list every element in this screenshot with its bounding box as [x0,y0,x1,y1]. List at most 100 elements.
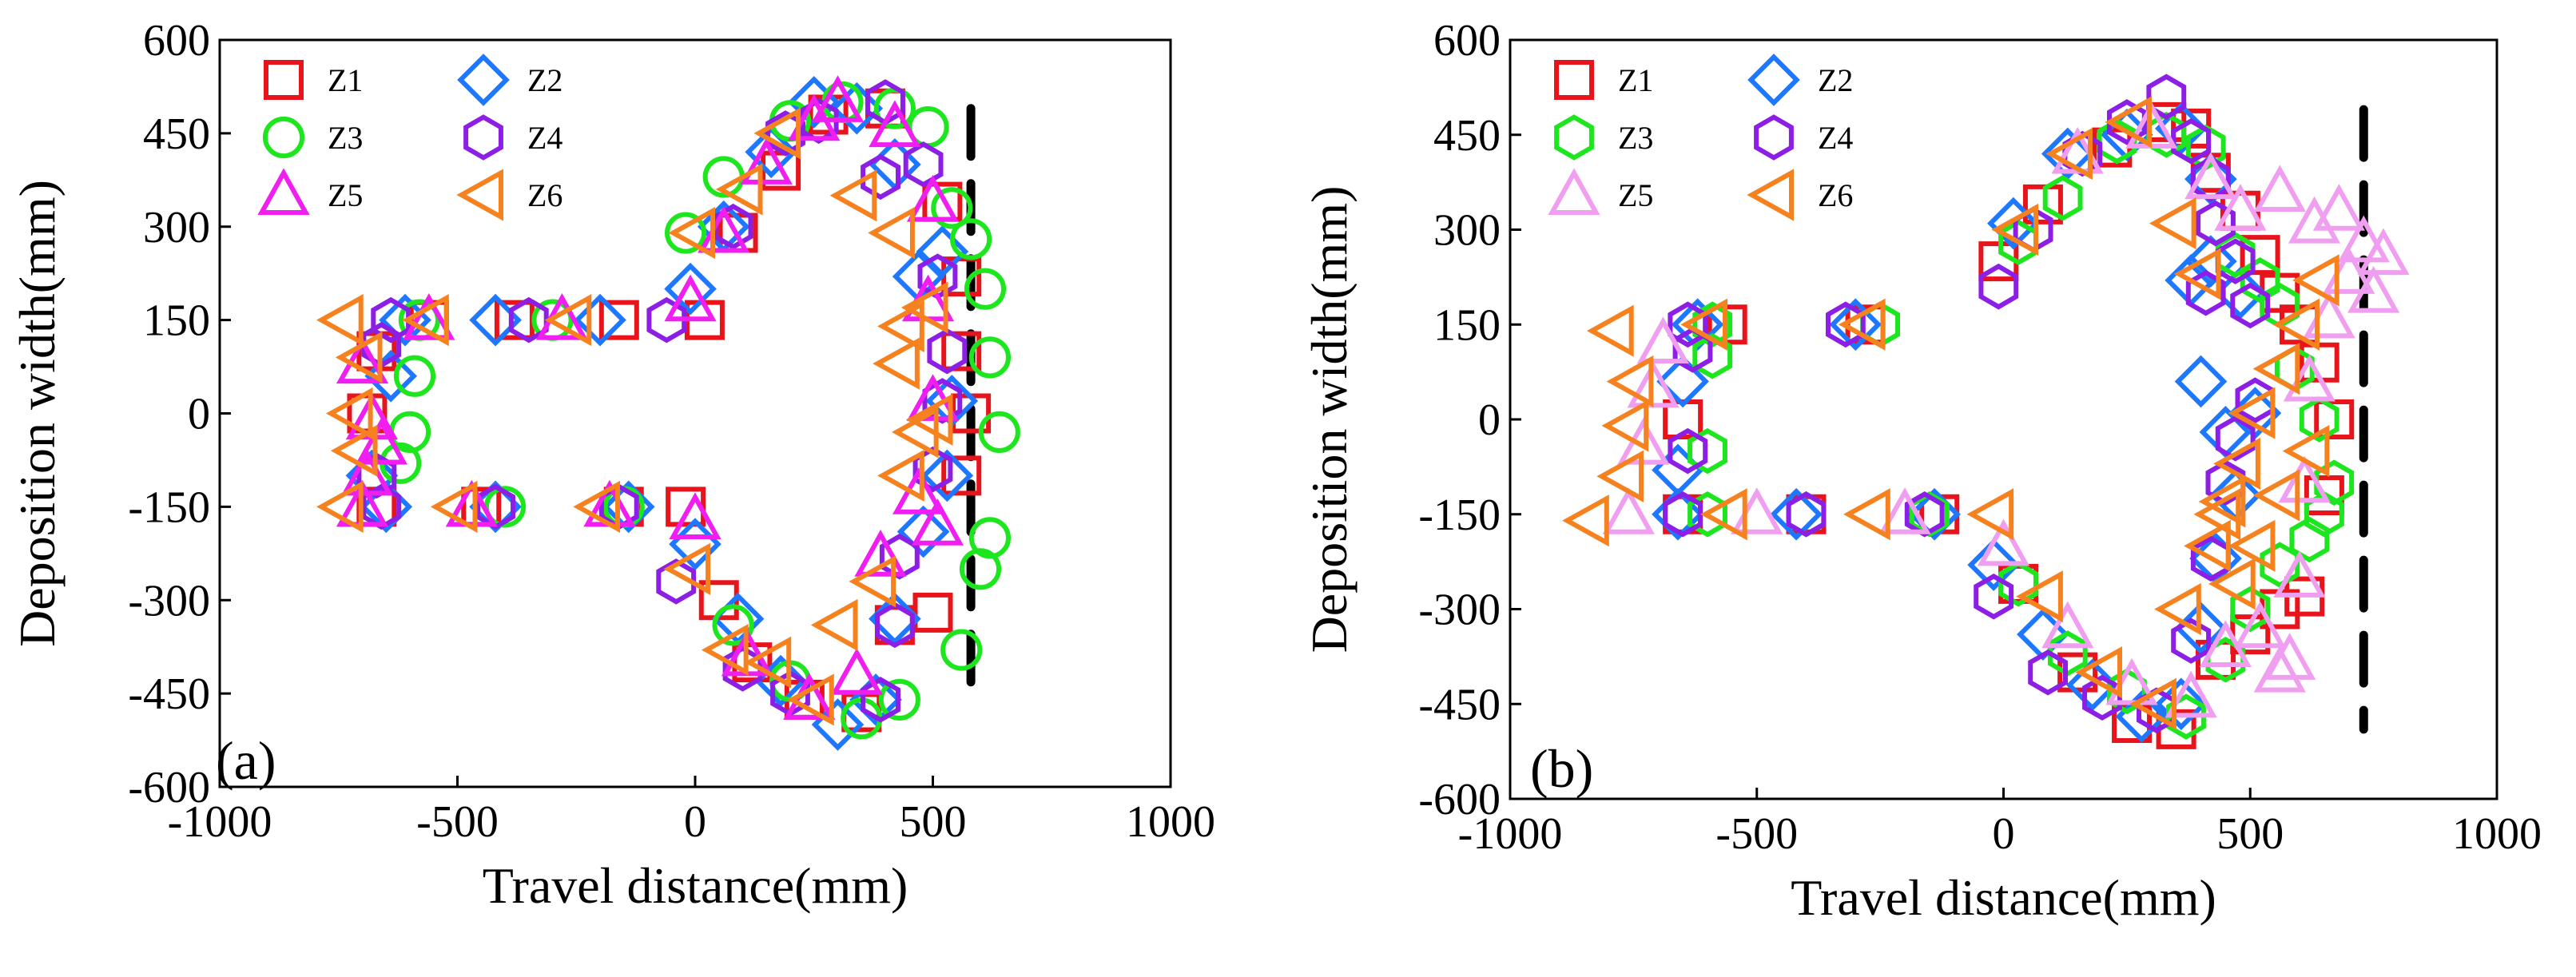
data-point [1596,450,1644,502]
data-point [1688,427,1727,475]
data-point [810,598,858,652]
data-point [1908,487,1961,541]
data-point [2230,586,2271,633]
series-z2 [345,76,979,751]
data-point [798,97,839,145]
data-point [2299,342,2339,383]
legend-label: Z2 [1818,62,1853,98]
data-point [1829,298,1882,351]
data-point [968,336,1012,379]
data-point [2264,633,2316,680]
data-point [2304,491,2344,538]
y-ticks: -600 -450 -300 -150 0 150 300 450 600 [1418,16,1521,824]
data-point [1671,298,1724,351]
data-point [927,328,968,375]
data-point [2185,269,2226,316]
data-point [2213,437,2260,490]
data-point [2173,248,2221,300]
legend-item-z6: Z6 [456,169,563,221]
y-tick-label: -150 [128,483,210,532]
legend-item-z4: Z4 [1754,114,1853,161]
data-point [959,548,1002,590]
series-z6 [1562,96,2339,730]
data-point [403,292,455,340]
data-point [2198,475,2246,528]
legend-item-z5: Z5 [257,168,363,215]
panel-label: (b) [1530,738,1593,799]
legend-marker [1554,114,1594,161]
legend-item-z3: Z3 [1554,114,1653,161]
data-point [861,153,900,201]
data-point [668,206,715,260]
data-point [340,448,394,496]
data-point [2166,693,2206,740]
data-point [2278,455,2331,503]
y-tick-label: 0 [1478,395,1501,445]
data-point [912,592,953,633]
data-point [1587,304,1634,357]
data-point [753,107,801,160]
data-point [2252,343,2300,395]
series-z6 [316,107,953,726]
data-point [701,623,749,677]
data-point [2252,469,2300,522]
data-point [2146,73,2187,121]
data-point [2174,355,2228,408]
data-point [2028,649,2068,696]
data-point [911,498,964,546]
y-tick-label: -300 [1418,586,1501,635]
legend-label: Z6 [527,177,563,213]
y-tick-label: -600 [128,763,210,812]
y-tick-label: -150 [1418,490,1501,540]
data-point [2253,645,2306,693]
legend-label: Z4 [1818,120,1853,156]
legend-item-z4: Z4 [463,114,563,161]
data-point [1770,487,1823,541]
data-point [905,393,953,446]
data-point [1978,263,2019,310]
legend-marker [1747,54,1800,106]
data-point [2282,424,2330,478]
x-tick-label: -500 [416,797,499,847]
panel-label: (a) [216,730,276,791]
legend-marker [262,116,305,159]
legend-marker [1554,60,1594,100]
data-point [740,137,793,185]
legend: Z1 Z2 Z3 Z4 Z5 Z6 [1548,54,1853,221]
data-point [868,206,915,260]
data-point [906,174,960,222]
y-tick-label: 450 [143,109,210,159]
legend-label: Z2 [527,62,563,98]
data-point [1838,298,1886,351]
legend-label: Z5 [328,177,363,213]
data-point [1602,487,1655,534]
data-point [1974,573,2014,620]
data-point [941,331,982,371]
data-point [715,163,763,216]
data-point [2272,298,2320,351]
data-point [1977,518,2030,566]
data-point [878,678,920,721]
legend-item-z5: Z5 [1548,168,1653,215]
legend-item-z2: Z2 [1747,54,1853,106]
data-point [854,530,907,577]
legend: Z1 Z2 Z3 Z4 Z5 Z6 [257,54,563,221]
y-tick-label: -300 [128,576,210,626]
data-point [713,203,753,250]
data-point [2214,184,2267,231]
data-point [2149,197,2196,250]
data-point [877,300,924,353]
chart-panel-a: -1000 -500 0 500 1000 -600 -450 -300 -150 0 150 30… [9,16,1215,914]
data-point [2042,175,2083,221]
data-point [598,300,639,340]
data-point [1786,491,1827,538]
data-point [2228,387,2276,439]
legend-marker [264,60,304,100]
data-point [1998,561,2038,607]
data-point [968,517,1012,559]
y-tick-label: 150 [143,296,210,346]
legend-label: Z1 [328,62,363,98]
data-point [1700,488,1747,541]
data-point [2190,156,2231,202]
data-point [1636,316,1690,363]
